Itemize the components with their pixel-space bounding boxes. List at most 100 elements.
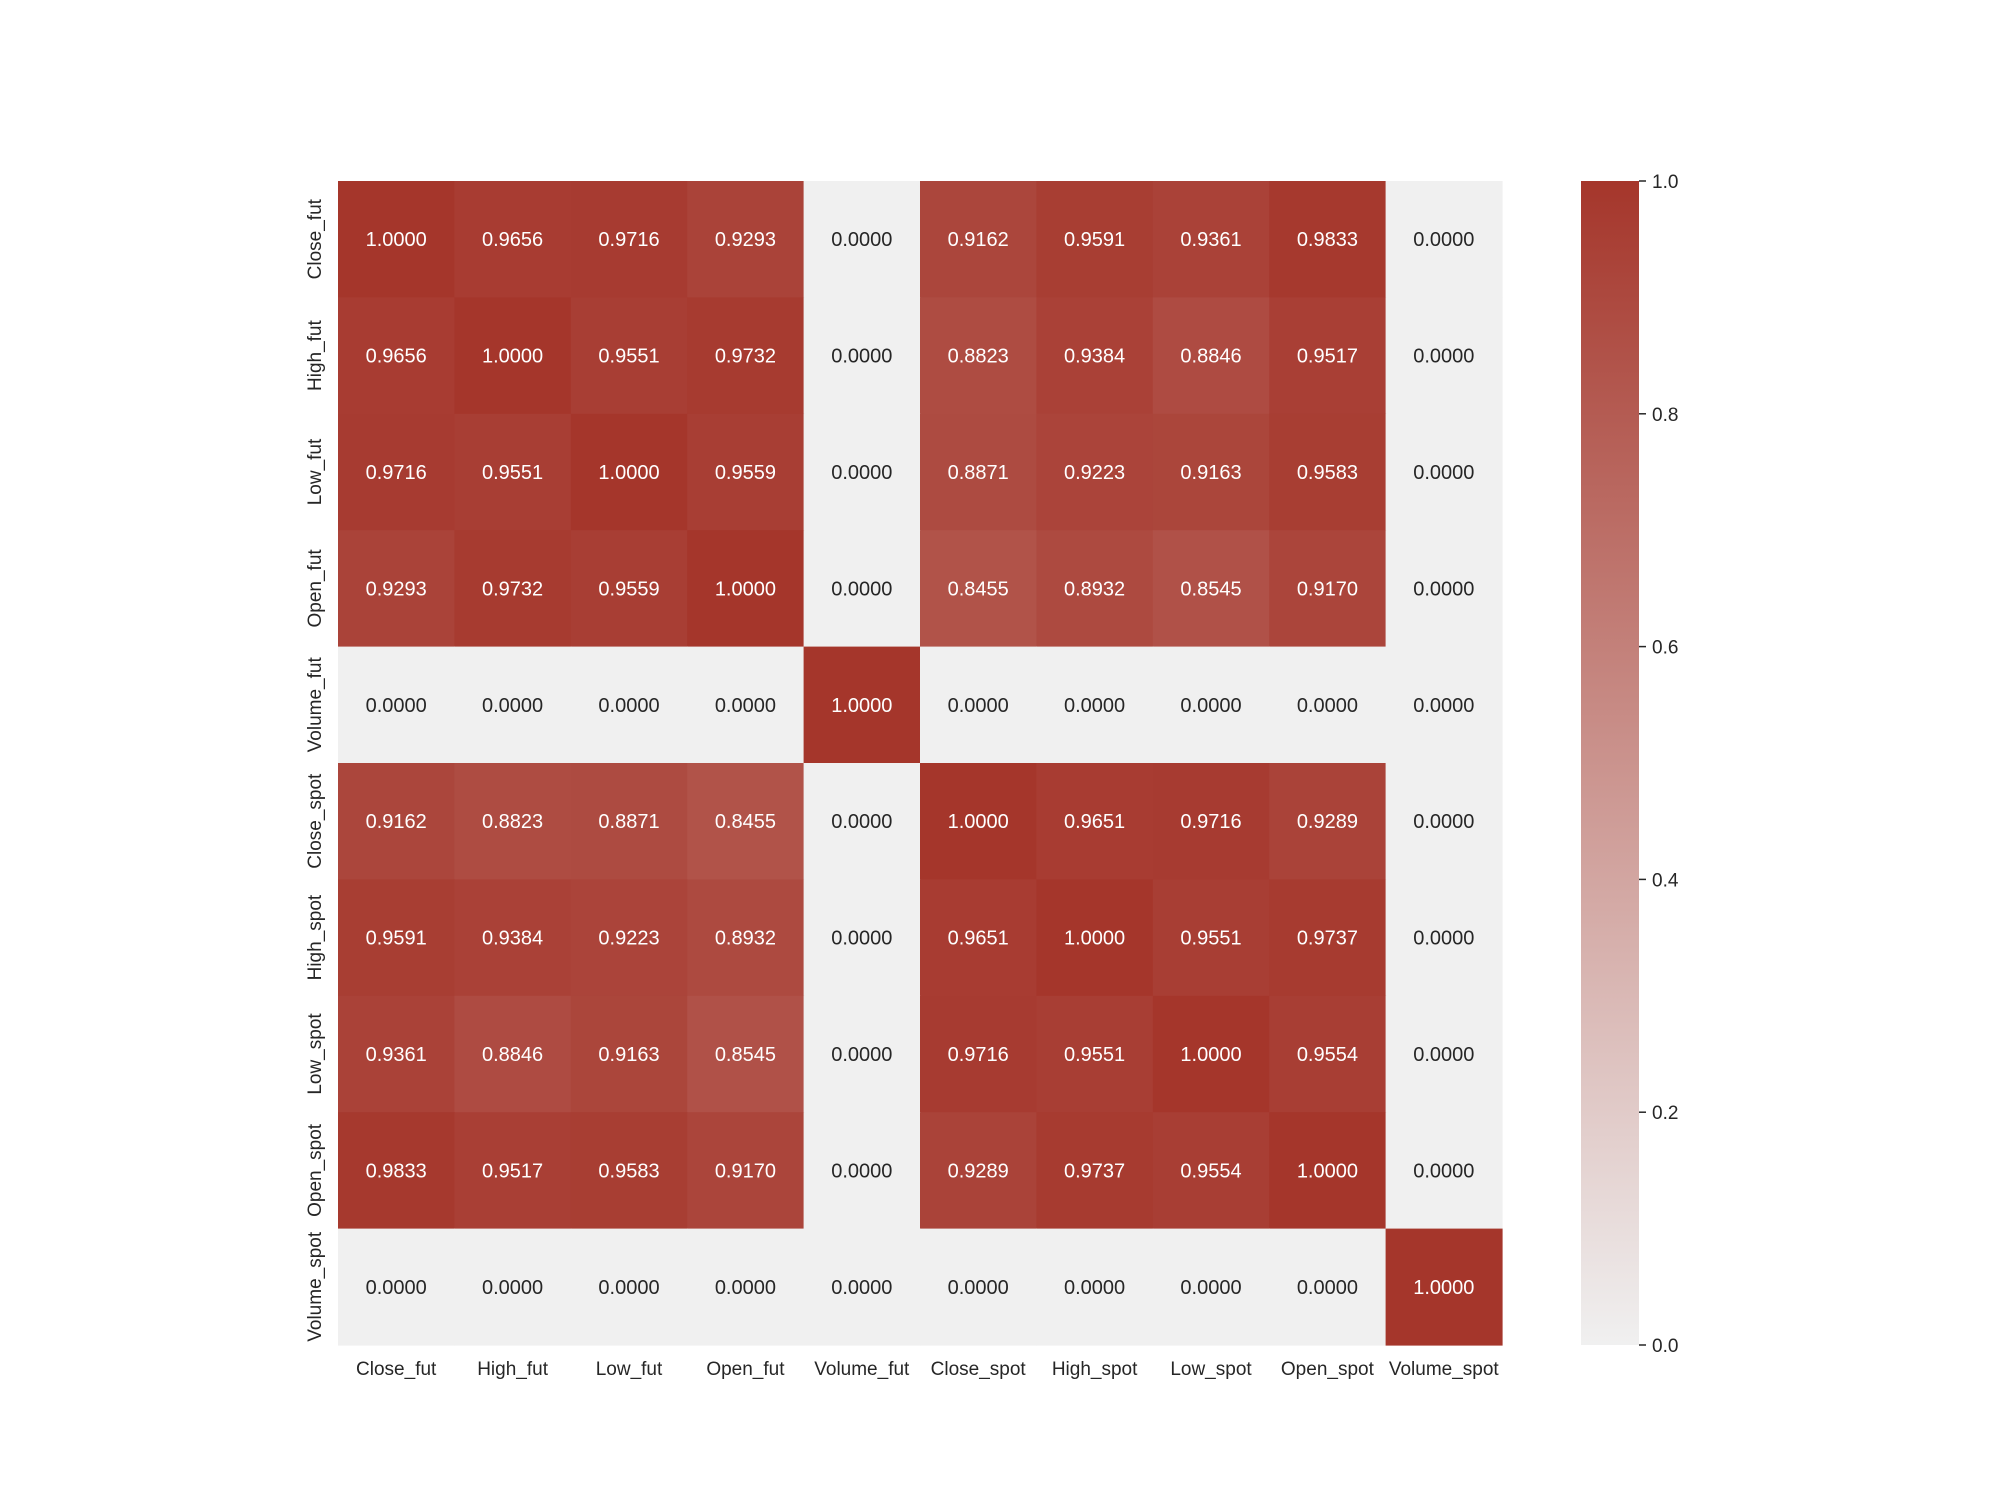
- heatmap-cell: [920, 297, 1037, 415]
- heatmap-cell: [454, 181, 572, 298]
- cell-value-label: 0.9737: [1297, 928, 1358, 950]
- heatmap-cell: [454, 879, 572, 997]
- heatmap-cell: [338, 1112, 455, 1230]
- cell-value-label: 0.0000: [831, 1277, 892, 1299]
- cell-value-label: 0.0000: [1413, 1160, 1474, 1182]
- heatmap-cell: [1269, 1112, 1387, 1230]
- heatmap-cell: [920, 879, 1037, 997]
- cell-value-label: 0.9361: [366, 1044, 427, 1066]
- heatmap-cell: [920, 413, 1037, 531]
- heatmap-cell: [570, 879, 688, 997]
- cell-value-label: 0.0000: [1413, 811, 1474, 833]
- heatmap-cell: [803, 646, 921, 764]
- heatmap-cell: [338, 646, 455, 764]
- colorbar-tick-label: 0.0: [1652, 1336, 1678, 1357]
- heatmap-cell: [338, 297, 455, 415]
- x-tick-label: Open_fut: [706, 1359, 785, 1380]
- heatmap-cell: [338, 413, 455, 531]
- heatmap-cell: [338, 879, 455, 997]
- heatmap-cell: [687, 646, 805, 764]
- y-tick-label: High_fut: [305, 320, 326, 391]
- cell-value-label: 0.0000: [1413, 229, 1474, 251]
- cell-value-label: 0.9591: [1064, 229, 1125, 251]
- heatmap-cell: [570, 646, 688, 764]
- cell-value-label: 0.9384: [482, 928, 543, 950]
- cell-value-label: 1.0000: [1180, 1044, 1241, 1066]
- cell-value-label: 0.9732: [715, 346, 776, 368]
- cell-value-label: 1.0000: [1297, 1160, 1358, 1182]
- x-tick-label: Close_spot: [931, 1359, 1027, 1380]
- heatmap-cell: [454, 1112, 572, 1230]
- heatmap-cell: [338, 181, 455, 298]
- heatmap-cell: [920, 995, 1037, 1113]
- heatmap-cell: [570, 1228, 688, 1346]
- cell-value-label: 0.0000: [598, 695, 659, 717]
- x-tick-label: High_fut: [477, 1359, 548, 1380]
- colorbar-tick-label: 0.8: [1652, 405, 1678, 426]
- cell-value-label: 0.0000: [831, 462, 892, 484]
- heatmap-cell: [454, 995, 572, 1113]
- cell-value-label: 0.0000: [1064, 695, 1125, 717]
- heatmap-cell: [1385, 763, 1503, 880]
- heatmap-cell: [920, 763, 1037, 880]
- cell-value-label: 0.9716: [948, 1044, 1009, 1066]
- heatmap-cell: [1152, 413, 1270, 531]
- heatmap-cell: [803, 1228, 921, 1346]
- heatmap-cell: [1269, 413, 1387, 531]
- cell-value-label: 0.0000: [1180, 1277, 1241, 1299]
- cell-value-label: 0.9551: [1064, 1044, 1125, 1066]
- heatmap-cell: [687, 297, 805, 415]
- heatmap-cell: [570, 1112, 688, 1230]
- heatmap-cell: [338, 1228, 455, 1346]
- heatmap-cell: [1385, 1228, 1503, 1346]
- cell-value-label: 0.8545: [1180, 578, 1241, 600]
- cell-value-label: 0.9170: [715, 1160, 776, 1182]
- cell-value-label: 1.0000: [1413, 1277, 1474, 1299]
- x-tick-label: Open_spot: [1281, 1359, 1375, 1380]
- heatmap-cell: [1269, 763, 1387, 880]
- y-axis-tick-labels: Close_fut High_fut Low_fut Open_fut Volume_f…: [305, 198, 326, 1341]
- heatmap-cell: [1269, 879, 1387, 997]
- cell-value-label: 0.8871: [948, 462, 1009, 484]
- heatmap-cell: [1152, 297, 1270, 415]
- heatmap-cell: [338, 763, 455, 880]
- heatmap-cell: [1269, 530, 1387, 648]
- cell-value-label: 0.0000: [1413, 928, 1474, 950]
- y-tick-label: Volume_fut: [305, 657, 326, 753]
- cell-value-label: 0.9583: [598, 1160, 659, 1182]
- y-tick-label: High_spot: [305, 894, 326, 980]
- cell-value-label: 1.0000: [598, 462, 659, 484]
- heatmap-cell: [570, 995, 688, 1113]
- heatmap-cell: [1036, 763, 1154, 880]
- heatmap-cell: [338, 530, 455, 648]
- cell-value-label: 0.9163: [598, 1044, 659, 1066]
- x-axis-tick-labels: Close_fut High_fut Low_fut Open_fut Volume_f…: [356, 1359, 1499, 1380]
- cell-value-label: 0.9289: [948, 1160, 1009, 1182]
- heatmap-cell: [454, 530, 572, 648]
- cell-value-label: 0.9162: [948, 229, 1009, 251]
- heatmap-cell: [1385, 995, 1503, 1113]
- cell-value-label: 1.0000: [366, 229, 427, 251]
- heatmap-cell: [687, 181, 805, 298]
- heatmap-cell: [1385, 1112, 1503, 1230]
- heatmap-cell: [1036, 181, 1154, 298]
- cell-value-label: 0.9583: [1297, 462, 1358, 484]
- heatmap-cell: [1152, 879, 1270, 997]
- heatmap-cell: [920, 646, 1037, 764]
- cell-value-label: 0.9591: [366, 928, 427, 950]
- cell-value-label: 0.9223: [1064, 462, 1125, 484]
- x-tick-label: High_spot: [1052, 1359, 1138, 1380]
- cell-value-label: 0.0000: [948, 695, 1009, 717]
- heatmap-cell: [803, 297, 921, 415]
- cell-value-label: 0.8455: [715, 811, 776, 833]
- colorbar-tick-label: 1.0: [1652, 172, 1678, 193]
- heatmap-cell: [1269, 181, 1387, 298]
- cell-value-label: 0.0000: [1413, 346, 1474, 368]
- cell-value-label: 0.8846: [482, 1044, 543, 1066]
- cell-value-label: 0.8545: [715, 1044, 776, 1066]
- x-tick-label: Volume_spot: [1389, 1359, 1500, 1380]
- cell-value-label: 0.8823: [482, 811, 543, 833]
- heatmap-cell: [1036, 646, 1154, 764]
